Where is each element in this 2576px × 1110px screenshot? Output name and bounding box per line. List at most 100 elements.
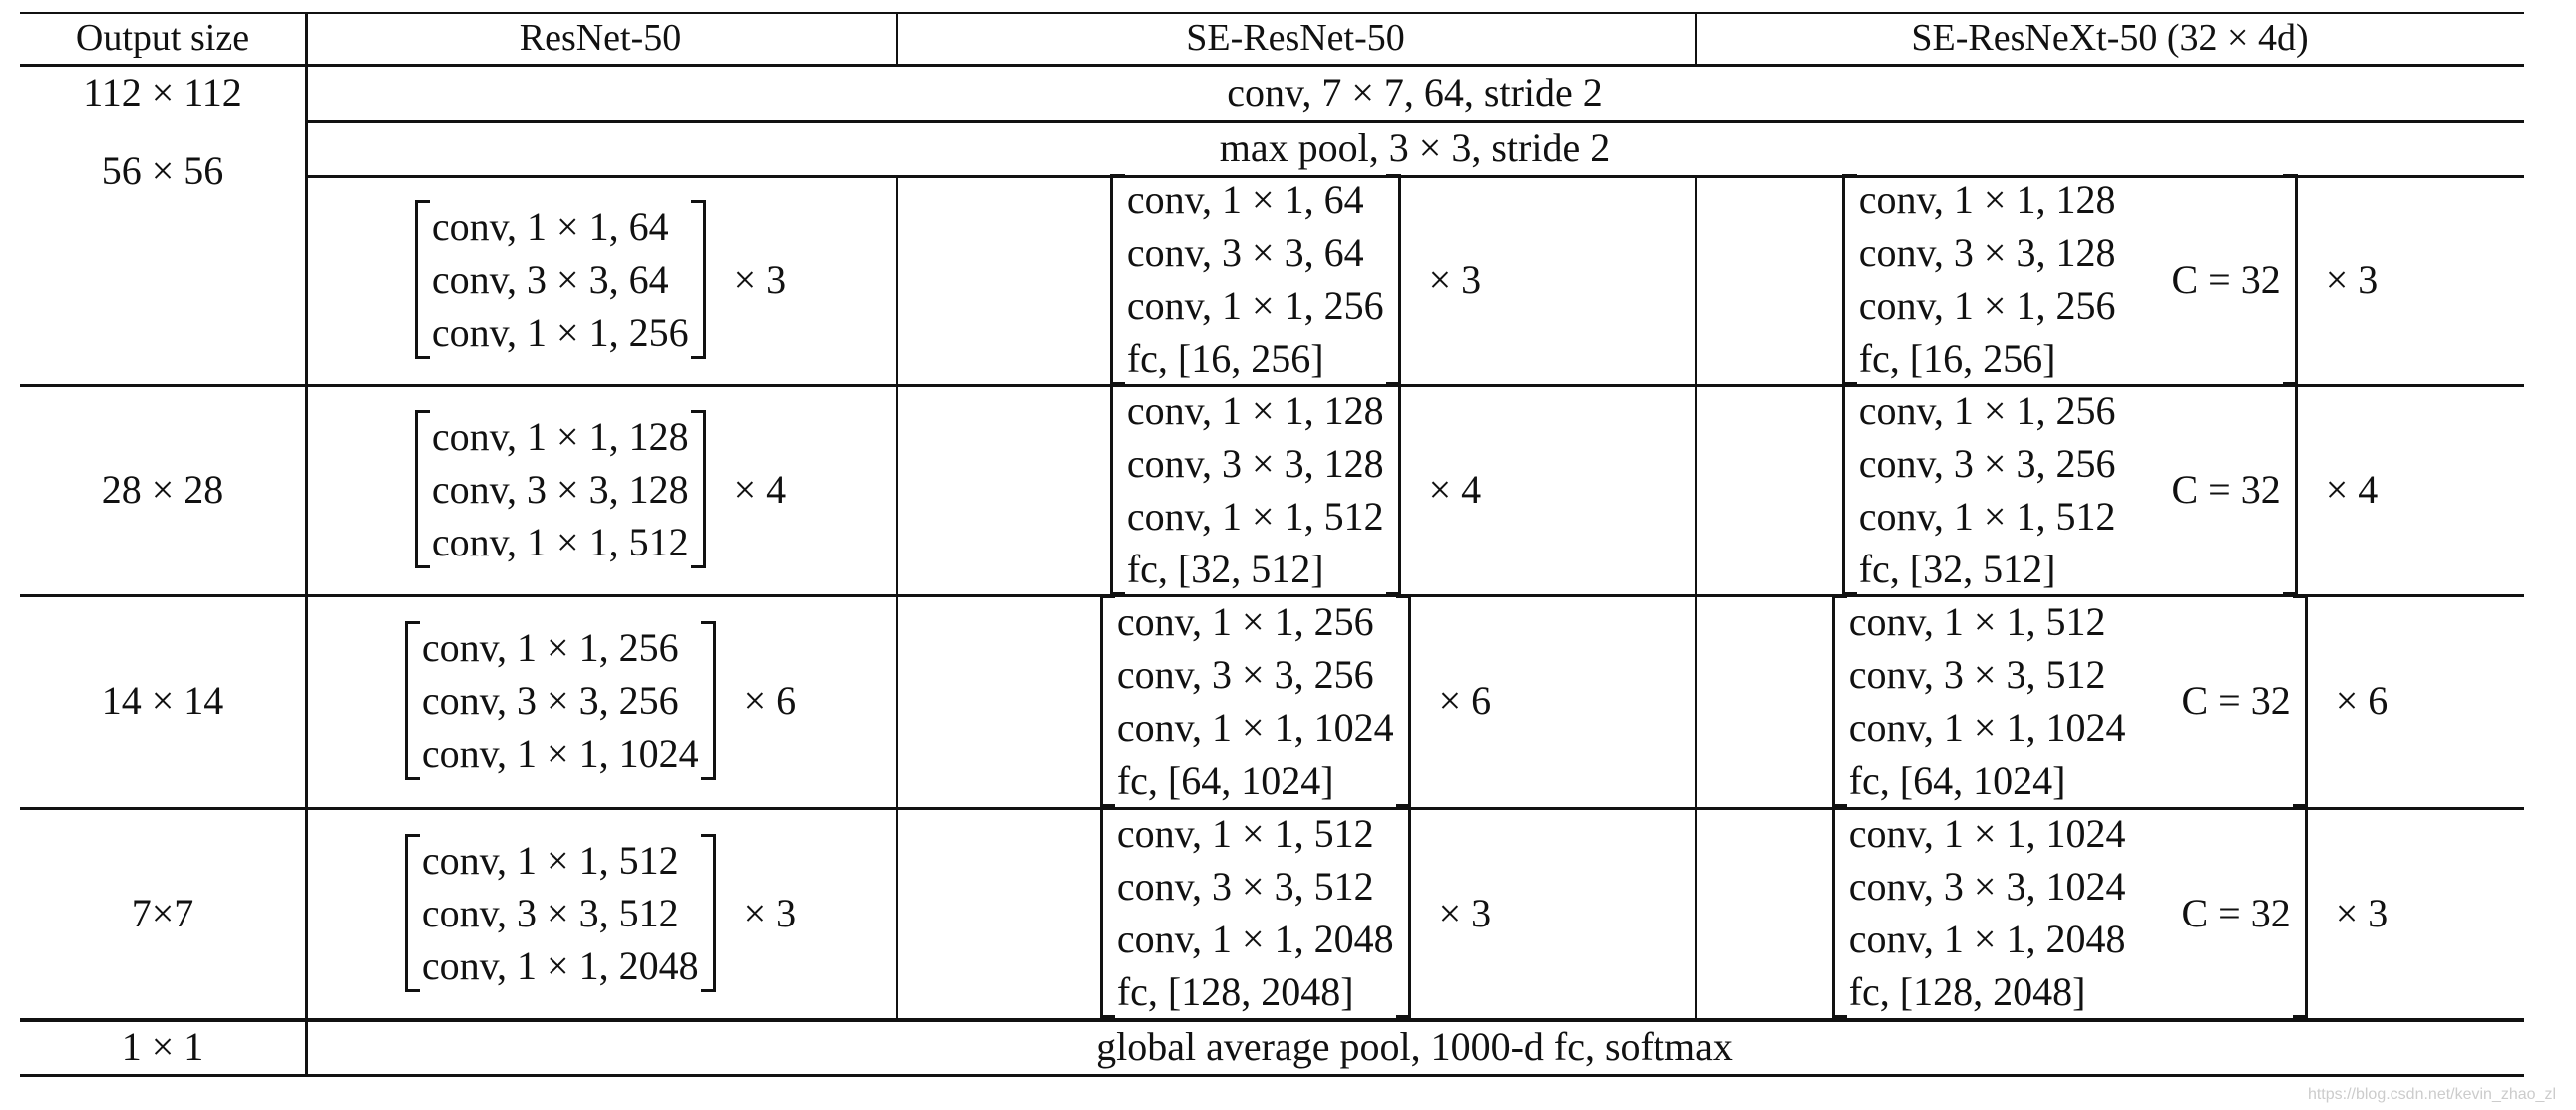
layer-line: conv, 3 × 3, 128	[431, 467, 689, 512]
rule	[896, 175, 898, 1019]
layer-line: fc, [16, 256]	[1126, 336, 1324, 381]
repeat: × 4	[2325, 467, 2379, 512]
block-cell: conv, 1 × 1, 128 conv, 3 × 3, 128 conv, 1 …	[305, 384, 896, 594]
bracket: conv, 1 × 1, 1024 conv, 3 × 3, 1024 conv, …	[1831, 807, 2308, 1018]
repeat: × 4	[733, 467, 787, 512]
layer-line: conv, 1 × 1, 512	[1848, 598, 2106, 644]
layer-line: conv, 3 × 3, 128	[1858, 230, 2116, 275]
rule	[20, 64, 2524, 67]
layer-line: conv, 1 × 1, 256	[431, 309, 689, 355]
layer-line: conv, 1 × 1, 128	[1858, 178, 2116, 222]
bracket: conv, 1 × 1, 256 conv, 3 × 3, 256 conv, 1 …	[404, 621, 716, 780]
block-cell: conv, 1 × 1, 256 conv, 3 × 3, 256 conv, 1 …	[1695, 383, 2524, 595]
layer-line: conv, 3 × 3, 64	[1126, 230, 1364, 275]
repeat: × 3	[743, 890, 797, 935]
block-cell: conv, 1 × 1, 512 conv, 3 × 3, 512 conv, 1 …	[305, 807, 896, 1018]
layer-line: conv, 3 × 3, 512	[1116, 864, 1374, 909]
watermark: https://blog.csdn.net/kevin_zhao_zl	[2307, 1086, 2556, 1103]
block-cell: conv, 1 × 1, 64 conv, 3 × 3, 64 conv, 1 × …	[896, 174, 1695, 385]
layer-line: conv, 3 × 3, 128	[1126, 440, 1384, 486]
bracket: conv, 1 × 1, 512 conv, 3 × 3, 512 conv, 1 …	[1831, 594, 2308, 807]
block-cell: conv, 1 × 1, 128 conv, 3 × 3, 128 conv, 1 …	[896, 383, 1695, 595]
layer-line: conv, 1 × 1, 256	[421, 625, 679, 670]
layer-line: conv, 3 × 3, 256	[1116, 651, 1374, 697]
header-cell: ResNet-50	[519, 17, 682, 59]
layer-line: fc, [64, 1024]	[1116, 757, 1334, 803]
bracket: conv, 1 × 1, 128 conv, 3 × 3, 128 conv, 1 …	[1109, 383, 1401, 595]
layer-line: conv, 1 × 1, 256	[1858, 387, 2116, 433]
block-cell: conv, 1 × 1, 128 conv, 3 × 3, 128 conv, 1 …	[1695, 174, 2524, 385]
bracket: conv, 1 × 1, 512 conv, 3 × 3, 512 conv, 1 …	[404, 833, 716, 992]
rule	[1695, 175, 1697, 1019]
layer-line: conv, 1 × 1, 1024	[1848, 811, 2126, 856]
bracket: conv, 1 × 1, 64 conv, 3 × 3, 64 conv, 1 × …	[414, 199, 706, 359]
block-lines: conv, 1 × 1, 512 conv, 3 × 3, 512 conv, 1 …	[1117, 807, 1394, 1018]
layer-line: fc, [64, 1024]	[1848, 757, 2066, 803]
cardinality: C = 32	[2181, 678, 2291, 723]
rule	[305, 12, 308, 1075]
layer-line: conv, 1 × 1, 256	[1116, 598, 1374, 644]
merged-cell: max pool, 3 × 3, stride 2	[1219, 125, 1611, 170]
layer-line: conv, 1 × 1, 128	[1126, 387, 1384, 433]
block-lines: conv, 1 × 1, 128 conv, 3 × 3, 128 conv, 1 …	[1127, 384, 1384, 595]
repeat: × 6	[2335, 678, 2389, 723]
layer-line: conv, 1 × 1, 1024	[1848, 704, 2126, 750]
rule	[305, 175, 2524, 178]
bracket: conv, 1 × 1, 256 conv, 3 × 3, 256 conv, 1 …	[1841, 383, 2298, 595]
output-size: 112 × 112	[83, 69, 242, 115]
layer-line: fc, [128, 2048]	[1116, 969, 1354, 1014]
output-size: 7×7	[131, 890, 194, 935]
layer-line: conv, 1 × 1, 512	[1126, 493, 1384, 539]
layer-line: conv, 3 × 3, 512	[421, 890, 679, 935]
output-size: 1 × 1	[121, 1023, 204, 1069]
rule	[20, 1074, 2524, 1077]
rule	[20, 12, 2524, 14]
rule	[20, 1018, 2524, 1022]
layer-line: conv, 1 × 1, 256	[1858, 283, 2116, 328]
layer-line: conv, 1 × 1, 512	[1858, 493, 2116, 539]
layer-line: conv, 1 × 1, 2048	[1848, 917, 2126, 961]
layer-line: conv, 1 × 1, 1024	[421, 731, 699, 776]
layer-line: fc, [16, 256]	[1858, 336, 2056, 381]
block-lines: conv, 1 × 1, 256 conv, 3 × 3, 256 conv, 1 …	[1859, 384, 2116, 595]
layer-line: conv, 3 × 3, 256	[1858, 440, 2116, 486]
rule	[896, 12, 898, 65]
repeat: × 6	[1438, 678, 1492, 723]
block-cell: conv, 1 × 1, 256 conv, 3 × 3, 256 conv, 1 …	[896, 594, 1695, 807]
repeat: × 3	[733, 256, 787, 302]
layer-line: conv, 1 × 1, 512	[431, 520, 689, 564]
block-lines: conv, 1 × 1, 64 conv, 3 × 3, 64 conv, 1 × …	[1127, 174, 1384, 385]
block-lines: conv, 1 × 1, 64 conv, 3 × 3, 64 conv, 1 × …	[432, 200, 689, 359]
cardinality: C = 32	[2171, 467, 2281, 512]
block-lines: conv, 1 × 1, 512 conv, 3 × 3, 512 conv, 1 …	[1849, 595, 2126, 807]
header-cell: Output size	[75, 17, 250, 59]
layer-line: conv, 1 × 1, 128	[431, 414, 689, 459]
repeat: × 3	[2335, 890, 2389, 935]
output-size: 56 × 56	[101, 147, 224, 192]
layer-line: conv, 1 × 1, 2048	[1116, 917, 1394, 961]
cardinality: C = 32	[2181, 890, 2291, 935]
layer-line: conv, 3 × 3, 256	[421, 678, 679, 723]
bracket: conv, 1 × 1, 128 conv, 3 × 3, 128 conv, 1 …	[414, 410, 706, 568]
output-size: 14 × 14	[101, 678, 224, 723]
block-cell: conv, 1 × 1, 256 conv, 3 × 3, 256 conv, 1 …	[305, 594, 896, 807]
bracket: conv, 1 × 1, 256 conv, 3 × 3, 256 conv, 1 …	[1099, 594, 1411, 807]
block-cell: conv, 1 × 1, 512 conv, 3 × 3, 512 conv, 1 …	[1695, 594, 2524, 807]
layer-line: fc, [32, 512]	[1858, 546, 2056, 591]
header-cell: SE-ResNeXt-50 (32 × 4d)	[1911, 17, 2309, 59]
header-cell: SE-ResNet-50	[1186, 17, 1405, 59]
block-lines: conv, 1 × 1, 1024 conv, 3 × 3, 1024 conv, …	[1849, 807, 2126, 1018]
block-lines: conv, 1 × 1, 512 conv, 3 × 3, 512 conv, 1 …	[422, 834, 699, 992]
layer-line: conv, 3 × 3, 1024	[1848, 864, 2126, 909]
block-lines: conv, 1 × 1, 256 conv, 3 × 3, 256 conv, 1 …	[422, 621, 699, 780]
rule	[305, 120, 2524, 123]
block-cell: conv, 1 × 1, 64 conv, 3 × 3, 64 conv, 1 × …	[305, 175, 896, 384]
repeat: × 3	[1428, 256, 1482, 302]
layer-line: conv, 1 × 1, 512	[421, 837, 679, 883]
block-lines: conv, 1 × 1, 256 conv, 3 × 3, 256 conv, 1 …	[1117, 595, 1394, 807]
block-lines: conv, 1 × 1, 128 conv, 3 × 3, 128 conv, 1 …	[1859, 174, 2116, 385]
layer-line: conv, 3 × 3, 512	[1848, 651, 2106, 697]
repeat: × 6	[743, 678, 797, 723]
repeat: × 4	[1428, 467, 1482, 512]
